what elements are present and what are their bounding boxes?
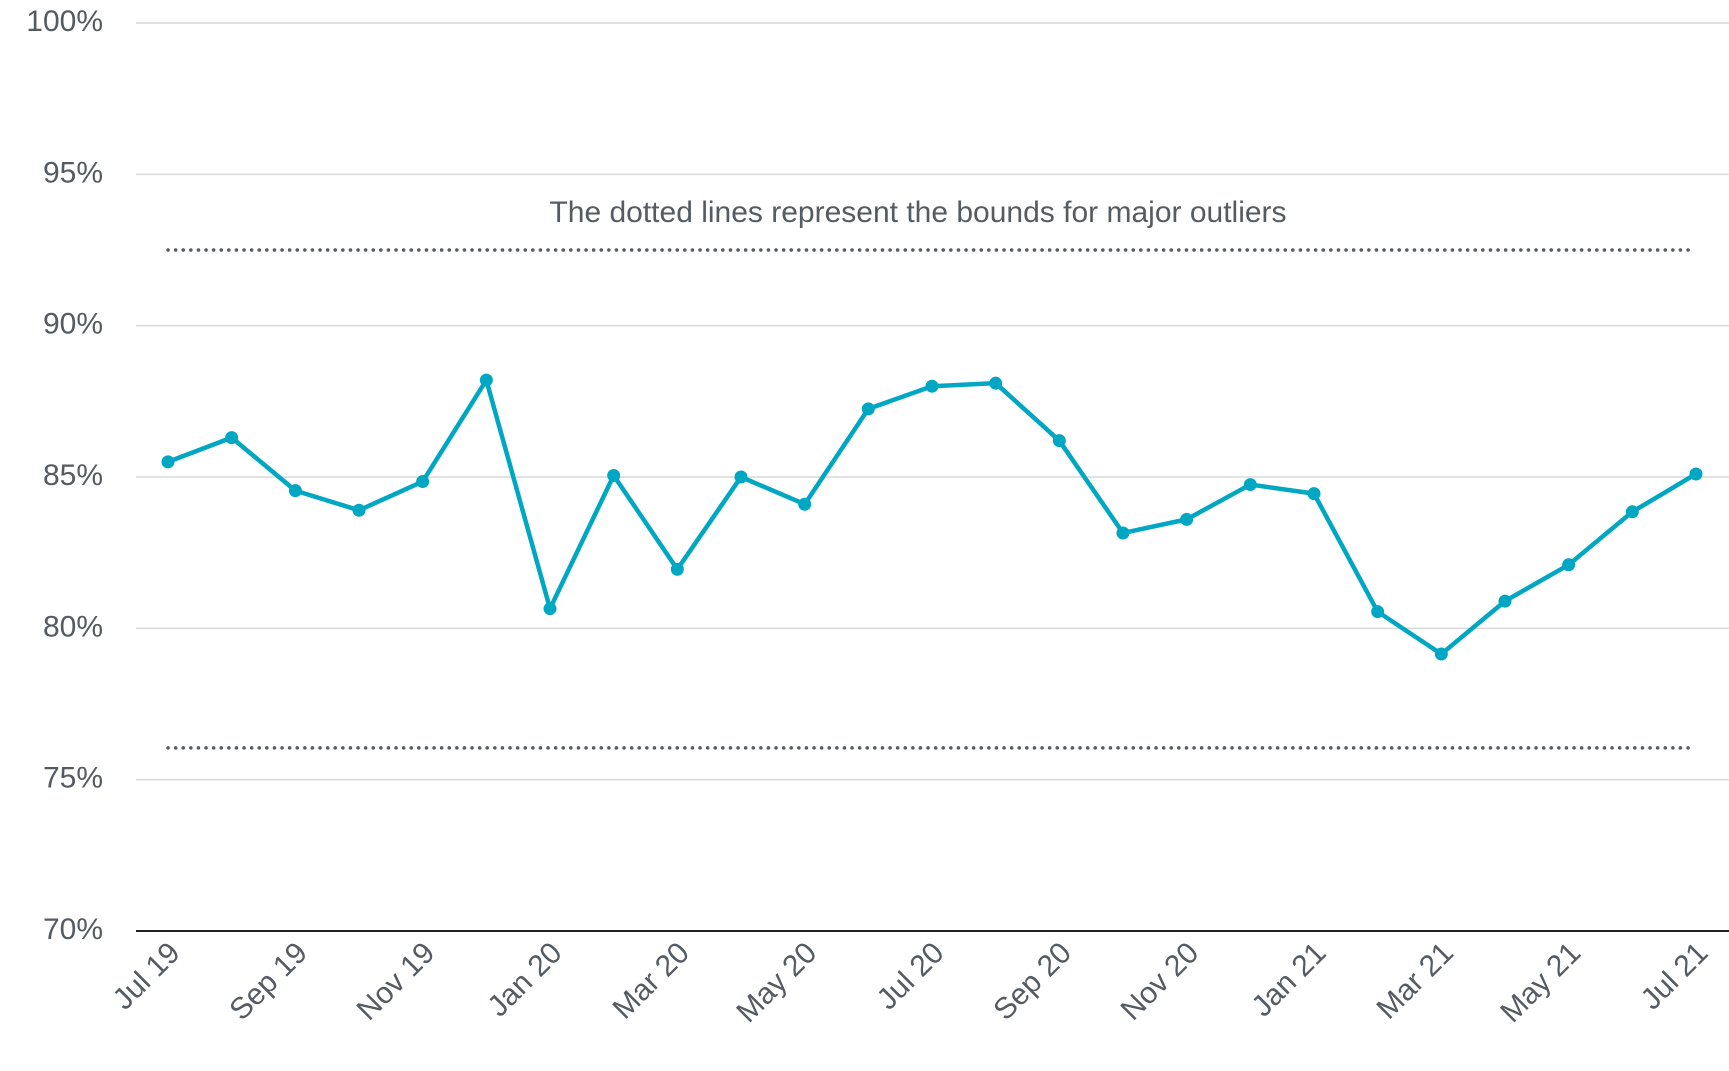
y-tick-label: 95% <box>43 156 103 189</box>
data-point <box>1434 647 1448 661</box>
y-tick-label: 85% <box>43 459 103 492</box>
data-point <box>861 402 875 416</box>
annotation: The dotted lines represent the bounds fo… <box>549 196 1286 229</box>
x-tick-label: Jan 21 <box>1246 936 1333 1023</box>
data-point <box>1562 558 1576 572</box>
data-point <box>1180 512 1194 526</box>
data-point <box>1307 487 1321 501</box>
data-point <box>1243 478 1257 492</box>
y-tick-label: 100% <box>26 5 103 38</box>
data-point <box>1116 526 1130 540</box>
data-point <box>225 431 239 445</box>
data-point <box>543 602 557 616</box>
y-tick-label: 70% <box>43 913 103 946</box>
x-tick-label: Jan 20 <box>482 936 569 1023</box>
data-point <box>288 484 302 498</box>
x-tick-label: May 21 <box>1494 936 1587 1029</box>
data-point <box>1371 605 1385 619</box>
x-tick-label: May 20 <box>730 936 823 1029</box>
data-point <box>670 562 684 576</box>
data-point <box>416 475 430 489</box>
x-tick-label: Mar 20 <box>607 936 696 1025</box>
data-point <box>925 379 939 393</box>
x-tick-label: Jul 21 <box>1635 936 1715 1016</box>
x-tick-label: Nov 20 <box>1115 936 1206 1027</box>
x-tick-label: Sep 19 <box>223 936 314 1027</box>
data-point <box>352 503 366 517</box>
y-tick-label: 90% <box>43 308 103 341</box>
data-point <box>607 468 621 482</box>
x-tick-label: Mar 21 <box>1371 936 1460 1025</box>
series-line <box>167 377 1698 657</box>
x-tick-label: Jul 20 <box>871 936 951 1016</box>
data-point <box>798 497 812 511</box>
data-point <box>1625 505 1639 519</box>
data-point <box>479 373 493 387</box>
data-point <box>1498 594 1512 608</box>
x-tick-label: Nov 19 <box>351 936 442 1027</box>
x-tick-label: Sep 20 <box>987 936 1078 1027</box>
data-point <box>1689 467 1703 481</box>
y-tick-label: 80% <box>43 610 103 643</box>
data-point <box>989 376 1003 390</box>
x-tick-label: Jul 19 <box>107 936 187 1016</box>
y-tick-label: 75% <box>43 762 103 795</box>
data-point <box>161 455 175 469</box>
data-point <box>1052 434 1066 448</box>
data-point <box>734 470 748 484</box>
